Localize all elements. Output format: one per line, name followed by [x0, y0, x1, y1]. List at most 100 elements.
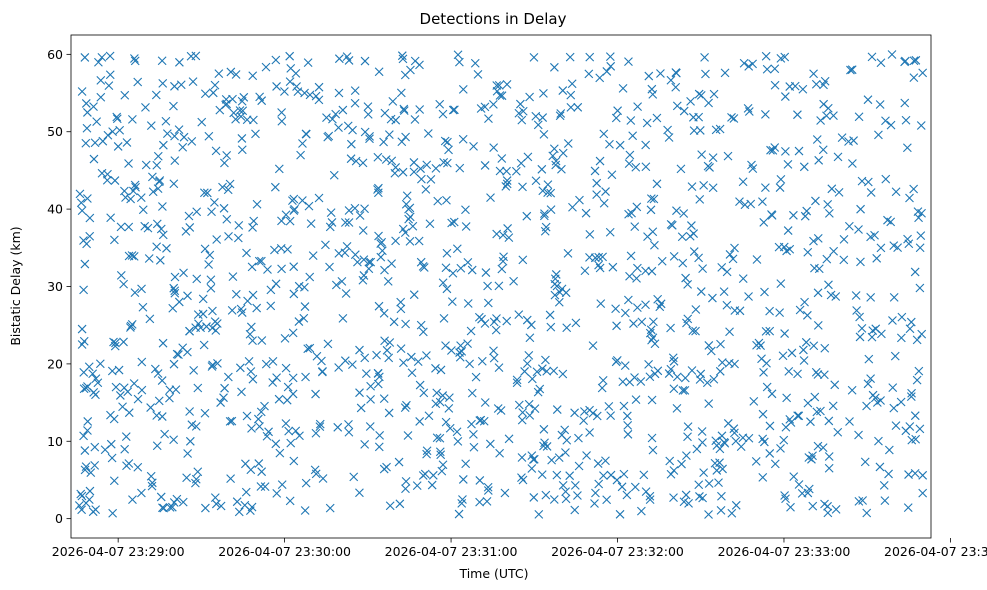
data-point	[225, 179, 235, 189]
data-point	[525, 92, 534, 102]
data-point	[193, 467, 203, 477]
data-point	[554, 453, 564, 463]
data-point	[238, 106, 248, 116]
data-point	[812, 135, 822, 144]
data-point	[415, 417, 425, 426]
data-point	[165, 393, 174, 403]
x-tick-label: 2026-04-07 23:33:00	[718, 544, 851, 559]
data-point	[314, 95, 324, 105]
data-point	[397, 137, 407, 147]
data-point	[340, 218, 350, 227]
data-point	[709, 374, 719, 384]
data-point	[889, 292, 899, 302]
data-point	[601, 187, 610, 196]
data-point	[443, 137, 452, 147]
data-point	[540, 438, 549, 448]
x-axis-label: Time (UTC)	[458, 566, 528, 581]
data-point	[299, 313, 309, 323]
data-point	[641, 140, 651, 150]
data-point	[599, 129, 609, 139]
data-point	[463, 339, 472, 349]
data-point	[716, 339, 725, 349]
data-point	[212, 235, 222, 244]
data-point	[363, 109, 373, 119]
data-point	[350, 203, 360, 213]
data-point	[456, 263, 466, 273]
data-point	[245, 329, 255, 339]
data-point	[440, 136, 450, 146]
data-point	[694, 112, 704, 122]
data-point	[95, 359, 105, 369]
data-point	[537, 364, 547, 374]
data-point	[263, 265, 272, 274]
data-point	[210, 80, 220, 90]
data-point	[494, 363, 504, 372]
data-point	[650, 339, 660, 349]
x-axis-ticks: 2026-04-07 23:29:00 2026-04-07 23:30:00 20…	[52, 538, 987, 559]
data-point	[678, 258, 688, 268]
data-point	[174, 125, 184, 134]
data-point	[266, 285, 276, 295]
data-point	[81, 138, 91, 148]
data-point	[819, 80, 828, 90]
data-point	[646, 325, 656, 335]
data-point	[223, 185, 233, 195]
data-point	[385, 501, 395, 511]
data-point	[552, 405, 562, 414]
data-point	[124, 159, 133, 168]
data-point	[377, 246, 387, 256]
data-point	[590, 253, 600, 263]
data-point	[77, 87, 87, 96]
data-point	[391, 115, 401, 125]
data-point	[884, 445, 894, 455]
data-point	[295, 431, 304, 441]
data-point	[857, 176, 867, 186]
data-point	[509, 276, 518, 286]
data-point	[301, 372, 310, 382]
data-point	[728, 254, 738, 264]
data-point	[496, 406, 506, 415]
data-point	[893, 243, 903, 252]
data-point	[708, 153, 718, 162]
data-point	[358, 226, 368, 235]
data-point	[486, 193, 495, 202]
data-point	[291, 426, 301, 436]
data-point	[397, 51, 407, 61]
data-point	[641, 266, 650, 276]
data-point	[130, 288, 140, 298]
data-point	[822, 254, 832, 264]
data-point	[561, 487, 570, 497]
data-point	[697, 150, 707, 160]
data-point	[246, 322, 256, 332]
data-point	[870, 393, 880, 403]
data-point	[605, 52, 615, 61]
data-point	[239, 92, 249, 102]
data-point	[626, 116, 636, 125]
data-point	[185, 223, 195, 232]
data-point	[289, 289, 299, 299]
data-point	[183, 291, 192, 301]
data-point	[518, 255, 528, 265]
data-point	[85, 231, 95, 241]
data-point	[847, 159, 857, 168]
data-point	[373, 185, 382, 194]
data-point	[419, 388, 429, 398]
data-point	[720, 68, 730, 78]
data-point	[495, 91, 505, 100]
data-point	[243, 296, 252, 306]
data-point	[348, 125, 357, 135]
data-point	[161, 116, 171, 126]
data-point	[241, 459, 250, 469]
data-point	[94, 57, 103, 67]
data-point	[611, 113, 621, 123]
data-point	[760, 287, 769, 297]
data-point	[799, 345, 808, 355]
data-point	[683, 432, 692, 442]
data-point	[730, 243, 739, 253]
y-tick-label: 10	[47, 434, 63, 449]
data-point	[575, 195, 584, 205]
data-point	[884, 469, 893, 479]
data-point	[555, 111, 565, 121]
data-point	[676, 164, 686, 174]
data-point	[256, 407, 266, 417]
